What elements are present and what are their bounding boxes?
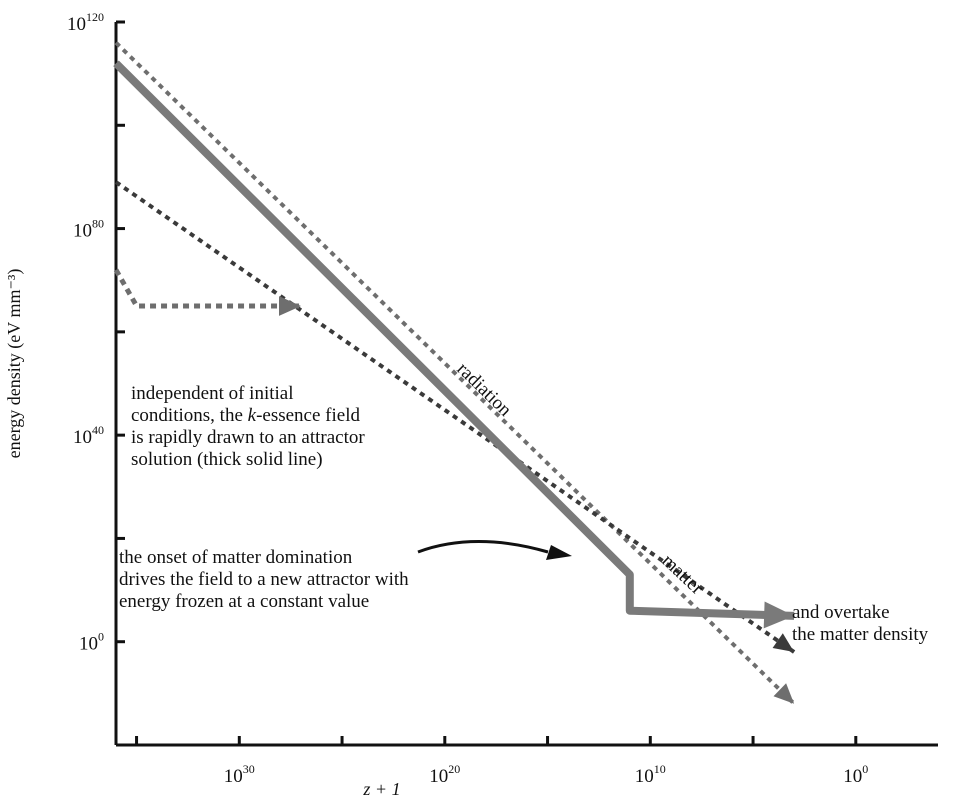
y-tick-label: 100 <box>79 630 104 655</box>
arrowhead-matter <box>772 633 795 652</box>
y-axis-title: energy density (eV mm⁻³) <box>4 269 25 459</box>
annotation-line: independent of initial <box>131 383 365 405</box>
annotation-line: and overtake <box>792 602 928 624</box>
series-layer <box>113 41 796 706</box>
series-line-radiation <box>114 41 796 706</box>
annotation-line: drives the field to a new attractor with <box>119 569 409 591</box>
x-tick-label: 1020 <box>429 762 460 787</box>
y-tick-label: 1040 <box>73 423 104 448</box>
x-axis-title: z + 1 <box>362 779 400 798</box>
annotation-text: energy frozen at a constant value <box>119 591 370 612</box>
annotation-overtake-matter-density: and overtake the matter density <box>792 602 928 646</box>
arrowhead-attractor <box>763 601 795 629</box>
annotation-line: is rapidly drawn to an attractor <box>131 427 365 449</box>
x-tick-label: 1010 <box>635 762 666 787</box>
matter-curve-label: matter <box>658 550 708 599</box>
x-tick-label: 100 <box>843 762 868 787</box>
series-line-attractor <box>113 60 795 620</box>
annotation-text: the matter density <box>792 624 929 645</box>
arrowhead-radiation <box>773 683 795 704</box>
italic-k: k <box>247 405 257 426</box>
axes: 10120 1080 1040 100 1030 1020 1010 100 z + 1 ener… <box>4 10 938 798</box>
annotation-line: energy frozen at a constant value <box>119 591 409 613</box>
y-tick-label: 10120 <box>67 10 104 35</box>
annotation-text: is rapidly drawn to an attractor <box>131 427 365 448</box>
series-line-matter <box>114 180 796 654</box>
arrowhead-initial-condition <box>279 296 301 316</box>
onset-pointer-line <box>417 540 549 554</box>
annotation-line: conditions, the k-essence field <box>131 405 365 427</box>
annotation-independent-of-initial-conditions: independent of initial conditions, the k-… <box>131 383 365 471</box>
x-tick-label: 1030 <box>224 762 255 787</box>
annotation-text: and overtake <box>792 602 890 623</box>
annotation-line: solution (thick solid line) <box>131 449 365 471</box>
annotation-text: -essence field <box>256 405 360 426</box>
annotation-text: the onset of matter domination <box>119 547 353 568</box>
series-line-initial-condition <box>113 268 301 309</box>
annotation-line: the onset of matter domination <box>119 547 409 569</box>
y-tick-label: 1080 <box>73 217 104 242</box>
annotation-text: conditions, the <box>131 405 248 426</box>
annotation-text: solution (thick solid line) <box>131 449 323 470</box>
onset-pointer-arrowhead <box>546 545 572 560</box>
annotation-text: drives the field to a new attractor with <box>119 569 409 590</box>
annotation-onset-of-matter-domination: the onset of matter domination drives the… <box>119 547 409 613</box>
annotation-line: the matter density <box>792 624 928 646</box>
annotation-text: independent of initial <box>131 383 294 404</box>
